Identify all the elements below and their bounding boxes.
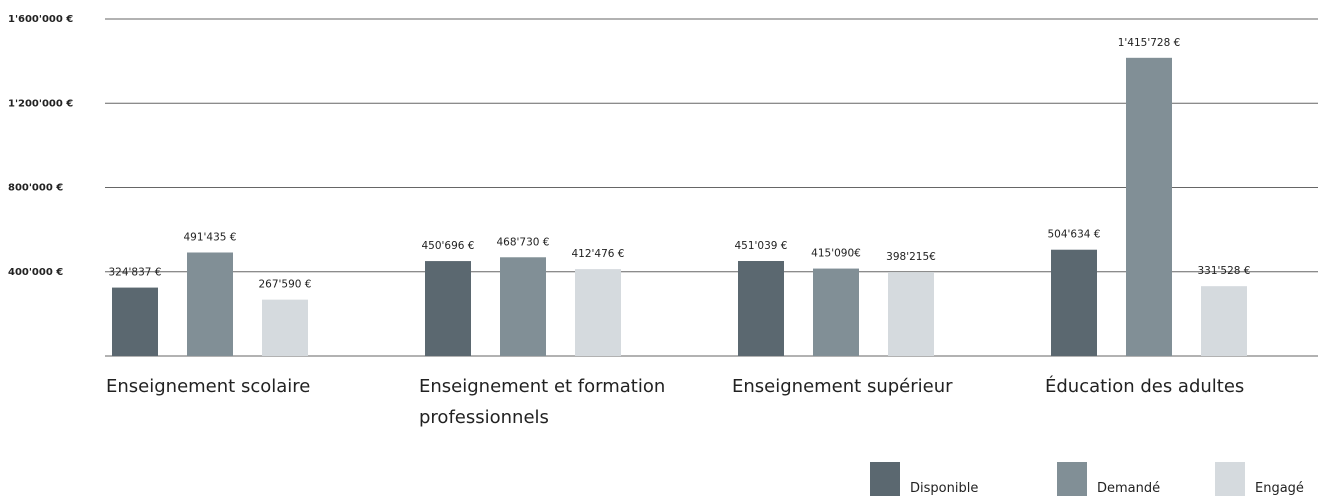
legend-label: Engagé bbox=[1255, 481, 1304, 496]
data-label: 398'215€ bbox=[886, 251, 936, 263]
data-label: 451'039 € bbox=[735, 240, 788, 252]
y-tick-label: 400'000 € bbox=[8, 267, 63, 278]
data-label: 504'634 € bbox=[1048, 229, 1101, 241]
bar bbox=[738, 260, 784, 356]
data-label: 450'696 € bbox=[422, 240, 475, 252]
data-label: 412'476 € bbox=[572, 248, 625, 260]
bar bbox=[500, 257, 546, 356]
y-tick-label: 1'600'000 € bbox=[8, 14, 73, 25]
data-label: 415'090€ bbox=[811, 248, 861, 260]
y-tick-label: 1'200'000 € bbox=[8, 98, 73, 109]
data-label: 491'435 € bbox=[184, 231, 237, 243]
bar bbox=[112, 287, 158, 356]
data-label: 267'590 € bbox=[259, 279, 312, 291]
legend-swatch bbox=[870, 462, 900, 496]
legend-swatch bbox=[1215, 462, 1245, 496]
bar bbox=[813, 268, 859, 356]
x-tick-label: Enseignement supérieur bbox=[732, 376, 953, 397]
bar bbox=[1201, 286, 1247, 356]
bar bbox=[262, 299, 308, 356]
data-label: 331'528 € bbox=[1198, 265, 1251, 277]
data-label: 468'730 € bbox=[497, 236, 550, 248]
x-tick-label: Enseignement scolaire bbox=[106, 376, 310, 397]
x-tick-label-line: Enseignement et formation bbox=[419, 376, 665, 397]
bar bbox=[187, 252, 233, 356]
legend-swatch bbox=[1057, 462, 1087, 496]
bar bbox=[888, 272, 934, 356]
bar bbox=[1051, 249, 1097, 356]
x-tick-label: Éducation des adultes bbox=[1045, 375, 1244, 397]
x-tick-label-line: professionnels bbox=[419, 407, 549, 428]
bar bbox=[575, 269, 621, 356]
x-tick-label: Enseignement et formation professionnels bbox=[419, 376, 665, 428]
legend-label: Disponible bbox=[910, 481, 978, 496]
bar bbox=[1126, 57, 1172, 357]
legend-label: Demandé bbox=[1097, 481, 1160, 496]
bar bbox=[425, 261, 471, 356]
y-tick-label: 800'000 € bbox=[8, 183, 63, 194]
data-label: 1'415'728 € bbox=[1118, 37, 1181, 49]
data-label: 324'837 € bbox=[109, 267, 162, 279]
